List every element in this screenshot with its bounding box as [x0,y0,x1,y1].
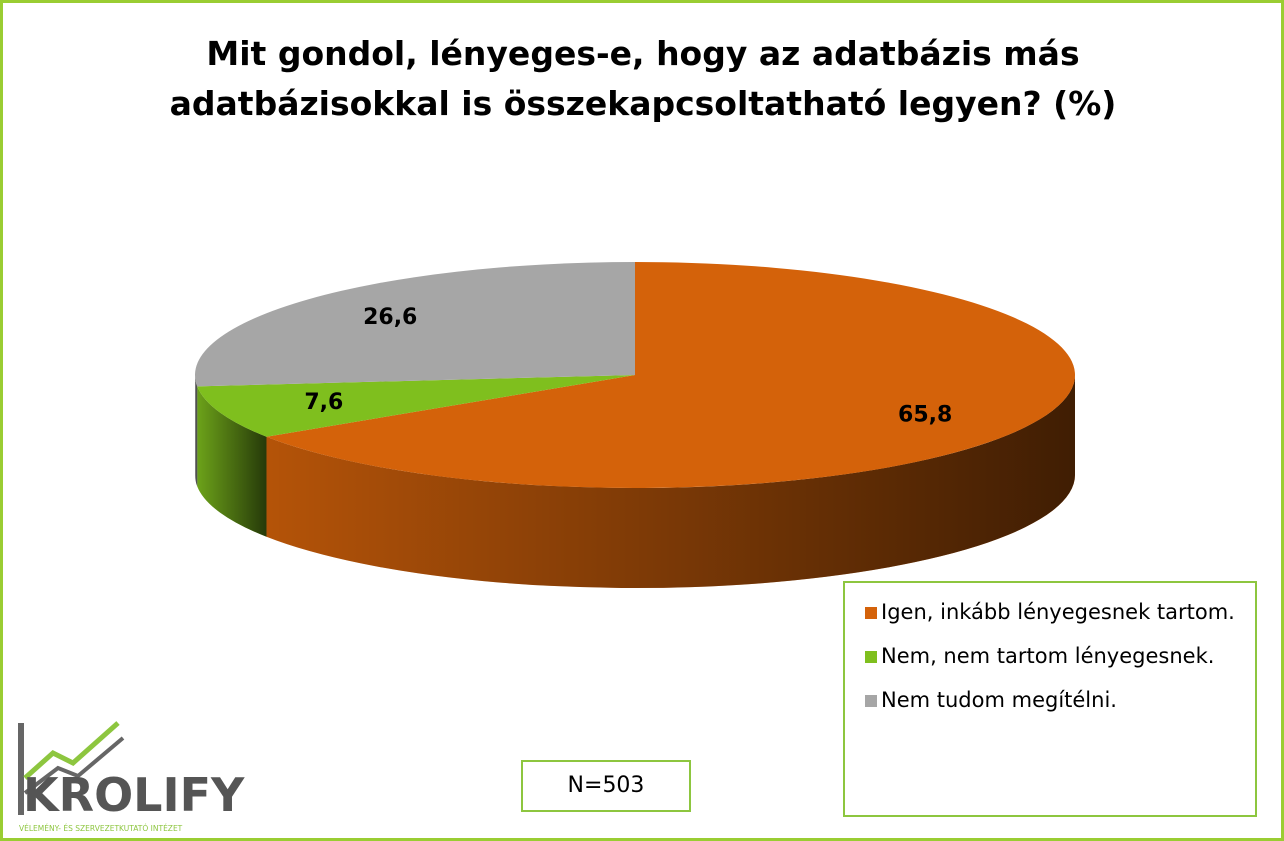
legend-item: Nem, nem tartom lényegesnek. [865,641,1245,671]
pie: 65,8 7,6 26,6 [194,262,1076,588]
data-label: 26,6 [363,305,417,330]
legend: Igen, inkább lényegesnek tartom. Nem, nem… [843,581,1257,817]
legend-swatch [865,607,877,619]
legend-label: Igen, inkább lényegesnek tartom. [881,600,1235,624]
pie-slice [194,262,635,387]
annotation: N=503 [521,760,691,812]
logo-line [23,721,120,780]
pie-side-shade [197,386,267,537]
chart: 65,8 7,6 26,6 KROLIFY VÉLEMÉNY- ÉS SZERVEZ… [18,262,1076,833]
data-label: 65,8 [898,402,952,427]
chart-title: Mit gondol, lényeges-e, hogy az adatbázi… [169,34,1117,123]
pie-slice [266,262,1076,489]
pie-side-shade [266,375,1075,588]
logo-line [23,736,125,795]
legend-item: Nem tudom megítélni. [865,685,1245,715]
data-label: 7,6 [304,390,343,415]
pie-slice [197,375,635,437]
logo-tagline: VÉLEMÉNY- ÉS SZERVEZETKUTATÓ INTÉZET [19,824,183,833]
pie-side-shade [195,375,198,487]
legend-label: Nem tudom megítélni. [881,688,1117,712]
legend-swatch [865,695,877,707]
legend-item: Igen, inkább lényegesnek tartom. [865,597,1245,627]
logo-name: KROLIFY [23,768,245,822]
logo: KROLIFY VÉLEMÉNY- ÉS SZERVEZETKUTATÓ INT… [18,721,245,833]
legend-swatch [865,651,877,663]
legend-label: Nem, nem tartom lényegesnek. [881,644,1215,668]
